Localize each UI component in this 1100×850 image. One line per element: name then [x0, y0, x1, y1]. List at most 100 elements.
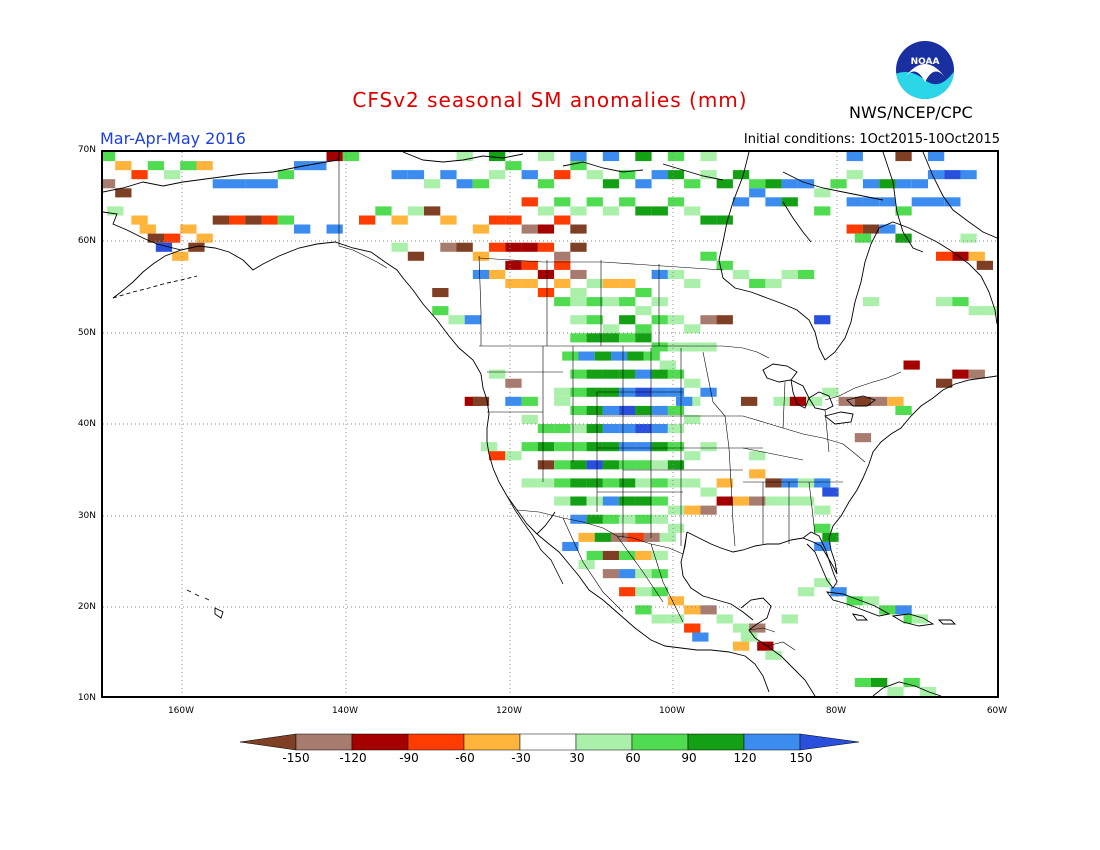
anomaly-cell	[619, 297, 636, 307]
anomaly-cell	[749, 278, 766, 288]
anomaly-cell	[627, 532, 644, 542]
anomaly-cell	[521, 442, 538, 452]
anomaly-cell	[586, 369, 603, 379]
anomaly-cell	[602, 179, 620, 189]
anomaly-cell	[732, 269, 750, 279]
anomaly-cell	[741, 396, 758, 406]
anomaly-cell	[667, 478, 685, 488]
anomaly-cell	[911, 614, 928, 624]
anomaly-cell	[586, 315, 603, 325]
anomaly-cell	[456, 242, 473, 252]
anomaly-cell	[619, 514, 636, 524]
anomaly-cell	[651, 405, 668, 415]
anomaly-cell	[757, 641, 774, 651]
anomaly-cell	[635, 306, 652, 316]
anomaly-cell	[537, 242, 555, 252]
anomaly-cell	[554, 278, 571, 288]
anomaly-cell	[107, 206, 124, 216]
anomaly-cell	[651, 206, 668, 216]
legend-label: -60	[455, 751, 475, 765]
anomaly-cell	[537, 179, 555, 189]
anomaly-cell	[521, 414, 538, 424]
anomaly-cell	[570, 224, 587, 234]
anomaly-cell	[700, 215, 717, 225]
anomaly-cell	[489, 152, 506, 162]
anomaly-cell	[570, 387, 587, 397]
anomaly-cell	[676, 396, 693, 406]
anomaly-cell	[700, 505, 717, 515]
anomaly-cell	[797, 269, 815, 279]
anomaly-cell	[927, 152, 945, 162]
anomaly-cell	[480, 442, 498, 452]
anomaly-cell	[505, 451, 522, 461]
anomaly-cell	[139, 224, 156, 234]
anomaly-cell	[684, 324, 701, 334]
map-title: CFSv2 seasonal SM anomalies (mm)	[352, 88, 748, 112]
anomaly-cell	[903, 614, 920, 624]
anomaly-cell	[188, 242, 205, 252]
anomaly-cell	[684, 278, 701, 288]
anomaly-cell	[635, 569, 652, 579]
anomaly-cell	[887, 396, 904, 406]
political-boundaries	[338, 152, 902, 651]
anomaly-cell	[635, 369, 652, 379]
anomaly-cell	[294, 161, 311, 171]
anomaly-cell	[294, 224, 311, 234]
anomaly-cell	[765, 278, 782, 288]
anomaly-cell	[131, 215, 148, 225]
anomaly-cell	[838, 396, 855, 406]
anomaly-cell	[505, 242, 522, 252]
anomaly-cell	[944, 197, 961, 207]
anomaly-cell	[277, 215, 294, 225]
anomaly-cell	[594, 532, 611, 542]
anomaly-cell	[586, 424, 603, 434]
anomaly-cell	[862, 197, 880, 207]
anomaly-cell	[562, 351, 579, 361]
forecast-period: Mar-Apr-May 2016	[100, 129, 246, 148]
anomaly-cell	[765, 650, 782, 660]
anomaly-cell	[472, 224, 490, 234]
anomaly-cell	[814, 478, 831, 488]
anomaly-cell	[619, 496, 636, 506]
anomaly-cell	[472, 396, 490, 406]
anomaly-cell	[391, 242, 408, 252]
anomaly-cell	[667, 170, 685, 180]
anomaly-cell	[781, 179, 798, 189]
anomaly-cell	[716, 478, 733, 488]
lat-label-70n: 70N	[77, 145, 96, 155]
anomaly-cell	[554, 170, 571, 180]
anomaly-cell	[554, 197, 571, 207]
anomaly-cell	[505, 378, 522, 388]
anomaly-cell	[212, 179, 229, 189]
anomaly-cell	[586, 333, 603, 343]
anomaly-cell	[375, 206, 392, 216]
anomaly-cell	[846, 170, 863, 180]
anomaly-cell	[586, 297, 603, 307]
anomaly-cell	[960, 170, 977, 180]
anomaly-cell	[310, 161, 327, 171]
anomaly-cell	[537, 206, 555, 216]
anomaly-cell	[586, 460, 603, 470]
anomaly-cell	[651, 342, 668, 352]
anomaly-cell	[651, 424, 668, 434]
anomaly-cell	[602, 297, 620, 307]
anomaly-cell	[684, 414, 701, 424]
anomaly-cell	[684, 505, 701, 515]
lon-label-60w: 60W	[986, 706, 1008, 716]
agency-label: NWS/NCEP/CPC	[849, 103, 973, 122]
anomaly-cell	[643, 351, 660, 361]
anomaly-cell	[489, 242, 506, 252]
anomaly-cell	[554, 478, 571, 488]
anomaly-cell	[537, 152, 555, 162]
anomaly-cell	[115, 188, 132, 198]
anomaly-cell	[489, 369, 506, 379]
anomaly-cell	[895, 179, 912, 189]
anomaly-cell	[732, 197, 750, 207]
anomaly-cell	[797, 478, 815, 488]
anomaly-cell	[765, 179, 782, 189]
anomaly-cell	[103, 152, 116, 162]
anomaly-cell	[570, 288, 587, 298]
anomaly-cell	[521, 170, 538, 180]
anomaly-cell	[635, 550, 652, 560]
anomaly-cell	[903, 677, 920, 687]
